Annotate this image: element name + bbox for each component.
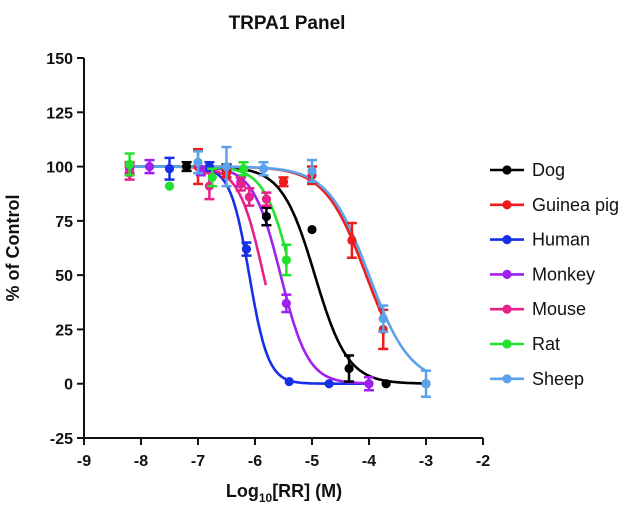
legend-label-guinea-pig: Guinea pig <box>532 195 619 215</box>
data-point-rat <box>207 172 217 183</box>
legend-marker-human <box>502 235 512 245</box>
legend-marker-dog <box>502 165 512 175</box>
data-point-sheep <box>221 161 232 172</box>
x-tick-label: -8 <box>134 453 148 470</box>
data-point-monkey <box>281 298 291 308</box>
x-tick-label: -3 <box>419 453 433 470</box>
x-tick-label: -7 <box>191 453 205 470</box>
y-tick-label: 75 <box>55 214 73 231</box>
data-point-dog <box>381 379 391 389</box>
data-point-human <box>164 164 175 174</box>
y-tick-label: 25 <box>55 322 73 339</box>
data-points <box>124 145 431 398</box>
legend-marker-guinea-pig <box>502 200 512 210</box>
data-point-dog <box>307 224 317 235</box>
legend-marker-monkey <box>502 269 512 279</box>
y-axis-label: % of Control <box>3 195 23 302</box>
chart-title: TRPA1 Panel <box>229 13 346 34</box>
legend-label-human: Human <box>532 230 590 250</box>
data-point-monkey <box>364 379 374 389</box>
legend-label-sheep: Sheep <box>532 369 584 389</box>
fit-curves <box>126 165 427 385</box>
legend-label-dog: Dog <box>532 160 565 180</box>
data-point-sheep <box>307 166 317 176</box>
legend-marker-sheep <box>502 374 512 384</box>
data-point-sheep <box>421 379 431 389</box>
y-tick-label: 100 <box>46 160 73 177</box>
fit-curve-dog <box>126 165 426 385</box>
data-point-rat <box>164 181 175 191</box>
data-point-rat <box>239 164 249 174</box>
legend-marker-rat <box>502 339 512 349</box>
data-point-rat <box>281 255 291 265</box>
data-point-dog <box>261 211 271 222</box>
y-tick-label: 125 <box>46 105 73 122</box>
data-point-human <box>284 376 294 387</box>
legend-label-monkey: Monkey <box>532 264 595 284</box>
legend: Dog Guinea pig Human Monkey Mouse Rat Sheep <box>490 160 619 389</box>
x-tick-label: -2 <box>476 453 490 470</box>
x-tick-label: -5 <box>305 453 319 470</box>
axes: -25 0 25 50 75 100 125 150 -9 -8 -7 -6 -5 -4 -3 -2 <box>46 51 490 470</box>
data-point-human <box>241 244 252 254</box>
legend-label-mouse: Mouse <box>532 299 586 319</box>
data-point-guinea-pig <box>347 235 357 245</box>
y-tick-label: 150 <box>46 51 73 68</box>
y-tick-label: 0 <box>64 377 73 394</box>
legend-marker-mouse <box>502 304 512 314</box>
fit-curve-sheep <box>126 165 427 372</box>
data-point-dog <box>182 161 192 172</box>
data-point-monkey <box>144 161 155 172</box>
data-point-mouse <box>236 179 246 189</box>
data-point-guinea-pig <box>278 177 289 187</box>
data-point-rat <box>125 159 135 169</box>
data-point-sheep <box>193 157 203 167</box>
x-axis-label: Log10[RR] (M) <box>226 481 342 505</box>
data-point-sheep <box>258 164 269 174</box>
x-axis-label-subscript: 10 <box>259 491 273 505</box>
y-tick-label: 50 <box>55 268 73 285</box>
legend-label-rat: Rat <box>532 334 560 354</box>
data-point-mouse <box>244 192 254 202</box>
data-point-dog <box>344 363 354 374</box>
y-tick-label: -25 <box>50 431 73 448</box>
x-tick-label: -9 <box>77 453 91 470</box>
data-point-mouse <box>261 194 271 204</box>
data-point-human <box>324 379 334 389</box>
x-axis-label-log: Log <box>226 481 259 501</box>
x-tick-label: -4 <box>362 453 376 470</box>
x-tick-label: -6 <box>248 453 262 470</box>
data-point-sheep <box>378 313 388 324</box>
x-axis-label-rest: [RR] (M) <box>272 481 342 501</box>
